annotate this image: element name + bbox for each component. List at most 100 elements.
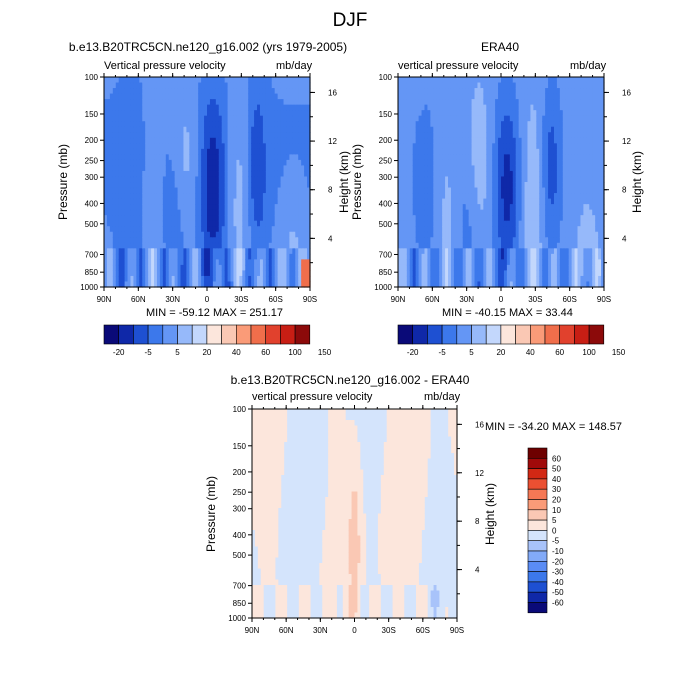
model-field-cell <box>268 82 273 89</box>
model-field-cell <box>224 215 229 222</box>
obs-field-cell <box>412 259 417 266</box>
model-field-cell <box>268 110 273 117</box>
model-field-cell <box>239 231 243 238</box>
model-field-cell <box>221 187 226 194</box>
model-field-cell <box>192 77 196 84</box>
obs-field-cell <box>492 220 496 227</box>
model-field-cell <box>259 237 264 244</box>
model-field-cell <box>142 253 146 260</box>
model-field-cell <box>168 126 173 133</box>
model-field-cell <box>298 121 302 128</box>
model-field-cell <box>174 93 179 100</box>
model-field-cell <box>154 88 158 95</box>
model-field-cell <box>262 259 267 266</box>
model-field-cell <box>254 182 258 189</box>
obs-field-cell <box>489 170 493 178</box>
model-field-cell <box>227 99 232 106</box>
obs-field-cell <box>462 148 467 155</box>
obs-field-cell <box>448 248 452 255</box>
model-field-cell <box>215 248 220 255</box>
model-field-cell <box>165 231 170 238</box>
model-field-cell <box>209 176 214 183</box>
obs-field-cell <box>539 226 543 233</box>
obs-field-cell <box>512 99 517 106</box>
model-field-cell <box>192 231 196 238</box>
obs-field-cell <box>515 148 520 155</box>
model-field-cell <box>221 104 226 111</box>
model-field-cell <box>165 270 170 277</box>
obs-field-cell <box>551 137 555 144</box>
model-field-cell <box>289 165 293 172</box>
obs-field-cell <box>551 270 555 277</box>
obs-field-cell <box>559 137 564 144</box>
obs-field-cell <box>436 264 440 272</box>
obs-field-cell <box>536 209 540 216</box>
model-field-cell <box>218 270 223 277</box>
obs-field-cell <box>530 77 534 84</box>
model-field-cell <box>283 104 288 111</box>
model-field-cell <box>289 93 293 100</box>
model-field-cell <box>124 242 129 249</box>
model-field-cell <box>268 253 273 260</box>
model-field-cell <box>148 215 152 222</box>
model-field-cell <box>186 187 190 194</box>
obs-field-cell <box>506 242 511 249</box>
obs-field-cell <box>442 215 446 222</box>
model-field-cell <box>274 264 279 272</box>
model-field-cell <box>183 176 187 183</box>
model-field-cell <box>248 215 252 222</box>
obs-field-cell <box>506 143 511 150</box>
model-field-cell <box>209 99 214 106</box>
model-field-cell <box>233 88 238 95</box>
model-field-cell <box>148 226 152 233</box>
obs-field-cell <box>424 88 429 95</box>
model-field-cell <box>198 93 202 100</box>
model-field-cell <box>215 137 220 144</box>
model-field-cell <box>192 154 196 161</box>
model-field-cell <box>242 99 246 106</box>
model-field-cell <box>277 281 282 288</box>
model-field-cell <box>289 170 293 178</box>
obs-field-cell <box>492 143 496 150</box>
model-field-cell <box>133 275 137 283</box>
obs-field-cell <box>539 264 543 272</box>
model-field-cell <box>274 198 279 205</box>
obs-field-cell <box>518 226 523 233</box>
model-field-cell <box>221 77 226 84</box>
model-field-cell <box>192 215 196 222</box>
model-field-cell <box>198 110 202 117</box>
model-field-cell <box>154 253 158 260</box>
model-field-cell <box>230 182 235 189</box>
model-field-cell <box>307 104 311 111</box>
model-field-cell <box>233 281 238 288</box>
model-field-cell <box>106 253 111 260</box>
model-field-cell <box>280 77 285 84</box>
obs-field-cell <box>456 237 461 244</box>
obs-field-cell <box>471 99 476 106</box>
obs-field-cell <box>480 170 484 178</box>
model-field-cell <box>115 148 120 155</box>
model-field-cell <box>177 187 182 194</box>
obs-field-cell <box>456 126 461 133</box>
obs-field-cell <box>430 187 434 194</box>
obs-field-cell <box>439 88 443 95</box>
model-field-cell <box>204 259 208 266</box>
obs-field-cell <box>450 248 455 255</box>
obs-field-cell <box>406 264 411 272</box>
obs-field-cell <box>421 226 426 233</box>
obs-field-cell <box>412 242 417 249</box>
obs-field-cell <box>562 231 567 238</box>
model-field-cell <box>198 148 202 155</box>
obs-field-cell <box>518 93 523 100</box>
model-field-cell <box>159 281 164 288</box>
model-field-cell <box>133 126 137 133</box>
obs-field-cell <box>415 110 420 117</box>
obs-field-cell <box>539 193 543 200</box>
model-field-cell <box>277 242 282 249</box>
model-field-cell <box>165 82 170 89</box>
obs-field-cell <box>433 110 437 117</box>
model-field-cell <box>112 165 117 172</box>
model-field-cell <box>136 165 140 172</box>
model-field-cell <box>251 198 255 205</box>
obs-field-cell <box>474 275 479 283</box>
